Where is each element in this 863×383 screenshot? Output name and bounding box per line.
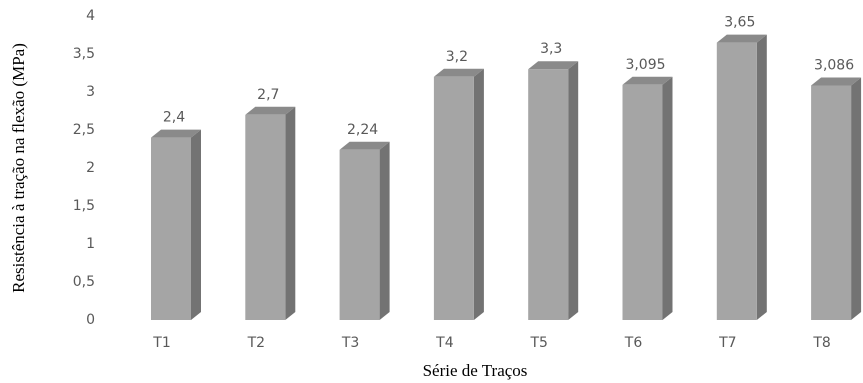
y-tick-label: 0 <box>86 312 95 328</box>
x-tick-label: T4 <box>435 335 454 351</box>
y-tick-label: 4 <box>86 8 95 24</box>
y-tick-label: 1,5 <box>73 198 95 214</box>
x-tick-label: T5 <box>529 335 547 351</box>
y-tick-label: 3 <box>86 84 95 100</box>
bar-top <box>433 68 484 77</box>
bar-side <box>662 76 673 320</box>
bar-top <box>622 76 673 85</box>
x-tick-label: T8 <box>812 335 830 351</box>
value-label: 3,65 <box>724 15 755 31</box>
x-tick-label: T2 <box>247 335 265 351</box>
bar-side <box>473 68 484 320</box>
bar <box>716 42 757 320</box>
bar <box>528 69 569 320</box>
value-label: 2,24 <box>347 122 378 138</box>
bar-top <box>339 141 390 150</box>
x-tick-label: T6 <box>624 335 643 351</box>
x-axis-title: Série de Traços <box>423 361 528 380</box>
y-tick-label: 2,5 <box>73 122 95 138</box>
bar <box>151 137 191 320</box>
bar-side <box>756 34 767 320</box>
bar-top <box>151 129 201 138</box>
bar-top <box>528 61 579 70</box>
bar <box>811 85 852 321</box>
x-tick-label: T1 <box>152 335 170 351</box>
bar <box>245 114 286 320</box>
value-label: 3,086 <box>814 57 854 73</box>
x-tick-label: T3 <box>341 335 359 351</box>
bar <box>339 149 380 320</box>
x-tick-label: T7 <box>718 335 736 351</box>
bar-top <box>245 106 296 115</box>
y-tick-label: 1 <box>86 236 95 252</box>
bar <box>622 84 663 320</box>
bar-top <box>811 77 862 86</box>
bar-side <box>285 106 296 320</box>
bar-side <box>191 129 201 320</box>
value-label: 3,095 <box>625 57 665 73</box>
bar-top <box>716 34 767 43</box>
value-label: 3,3 <box>540 41 562 57</box>
bar <box>433 76 474 320</box>
bar-side <box>568 61 579 320</box>
y-tick-label: 3,5 <box>73 46 95 62</box>
y-axis-title: Resistência à tração na flexão (MPa) <box>9 43 28 293</box>
value-label: 2,4 <box>163 110 185 126</box>
bar-side <box>851 77 862 321</box>
value-label: 2,7 <box>257 87 279 103</box>
y-tick-label: 0,5 <box>73 274 95 290</box>
y-tick-label: 2 <box>86 160 95 176</box>
value-label: 3,2 <box>446 49 468 65</box>
bar-side <box>379 141 390 320</box>
